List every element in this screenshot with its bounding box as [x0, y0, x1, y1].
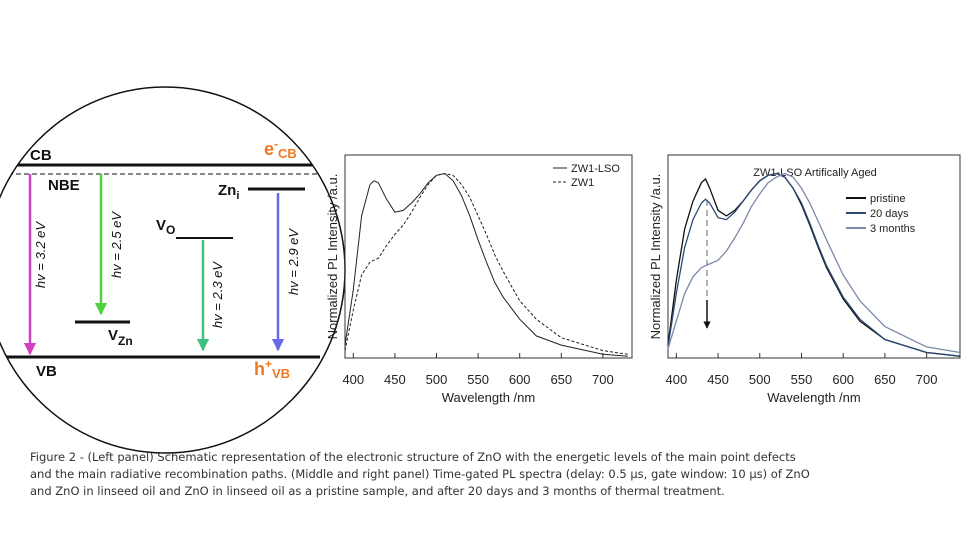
label-main: h	[254, 359, 265, 379]
x-tick-label: 600	[832, 372, 854, 387]
label-sup: -	[274, 137, 278, 151]
line-chart: 400 450 500 550 600 650 700 Wavelength /nm Norma…	[325, 154, 633, 405]
x-tick-label: 600	[509, 372, 531, 387]
x-tick-label: 650	[874, 372, 896, 387]
x-tick-label: 650	[550, 372, 572, 387]
label-sub: O	[166, 223, 175, 237]
label-sub: CB	[278, 146, 297, 161]
x-tick-label: 550	[467, 372, 489, 387]
vo-label: VO	[156, 217, 175, 237]
data-line	[344, 172, 628, 357]
vzn-label: VZn	[108, 327, 133, 348]
x-tick-label: 450	[707, 372, 729, 387]
x-tick-label: 400	[665, 372, 687, 387]
label-sup: +	[265, 357, 272, 371]
x-tick-label: 700	[916, 372, 938, 387]
caption-line: and the main radiative recombination pat…	[30, 467, 810, 481]
transition-label: hv = 2.9 eV	[286, 228, 301, 295]
label-main: V	[108, 327, 118, 344]
transition-label: hv = 2.5 eV	[109, 211, 124, 278]
legend-label: ZW1	[571, 177, 594, 189]
line-chart: 400 450 500 550 600 650 700 Wavelength /nm Norma…	[648, 154, 961, 405]
legend-label: pristine	[870, 193, 905, 205]
legend-label: 3 months	[870, 223, 916, 235]
legend-label: 20 days	[870, 208, 909, 220]
x-tick-label: 500	[749, 372, 771, 387]
x-tick-label: 400	[342, 372, 364, 387]
transition-label: hv = 3.2 eV	[33, 221, 48, 288]
data-line	[344, 172, 628, 355]
caption-line: Figure 2 - (Left panel) Schematic repres…	[30, 450, 796, 464]
data-line	[667, 172, 961, 357]
label-main: V	[156, 217, 166, 234]
nbe-label: NBE	[48, 177, 80, 194]
ecb-label: e-CB	[264, 137, 297, 161]
y-axis-label: Normalized PL Intensity /a.u.	[648, 174, 663, 340]
transition-label: hv = 2.3 eV	[210, 261, 225, 328]
label-main: Zn	[218, 182, 236, 199]
plot-frame	[344, 154, 633, 359]
legend-label: ZW1-LSO	[571, 163, 620, 175]
x-tick-label: 450	[384, 372, 406, 387]
cb-label: CB	[30, 147, 52, 164]
label-sub: Zn	[118, 334, 133, 348]
x-tick-label: 550	[791, 372, 813, 387]
x-axis-label: Wavelength /nm	[442, 390, 535, 405]
chart-title: ZW1-LSO Artifically Aged	[753, 167, 877, 179]
label-sub: i	[236, 190, 239, 202]
data-line	[667, 172, 961, 357]
label-sub: VB	[272, 366, 290, 381]
band-diagram: CB e-CB NBE Zni VO VZn VB h+VB hv = 3.2 …	[0, 86, 346, 454]
hvb-label: h+VB	[254, 357, 290, 381]
vb-label: VB	[36, 363, 57, 380]
y-axis-label: Normalized PL Intensity /a.u.	[325, 174, 340, 340]
x-tick-label: 700	[592, 372, 614, 387]
x-tick-label: 500	[426, 372, 448, 387]
x-axis-label: Wavelength /nm	[767, 390, 860, 405]
label-main: e	[264, 139, 274, 159]
data-line	[667, 172, 961, 354]
caption-line: and ZnO in linseed oil and ZnO in linsee…	[30, 484, 725, 498]
zni-label: Zni	[218, 182, 239, 202]
plot-frame	[667, 154, 961, 359]
